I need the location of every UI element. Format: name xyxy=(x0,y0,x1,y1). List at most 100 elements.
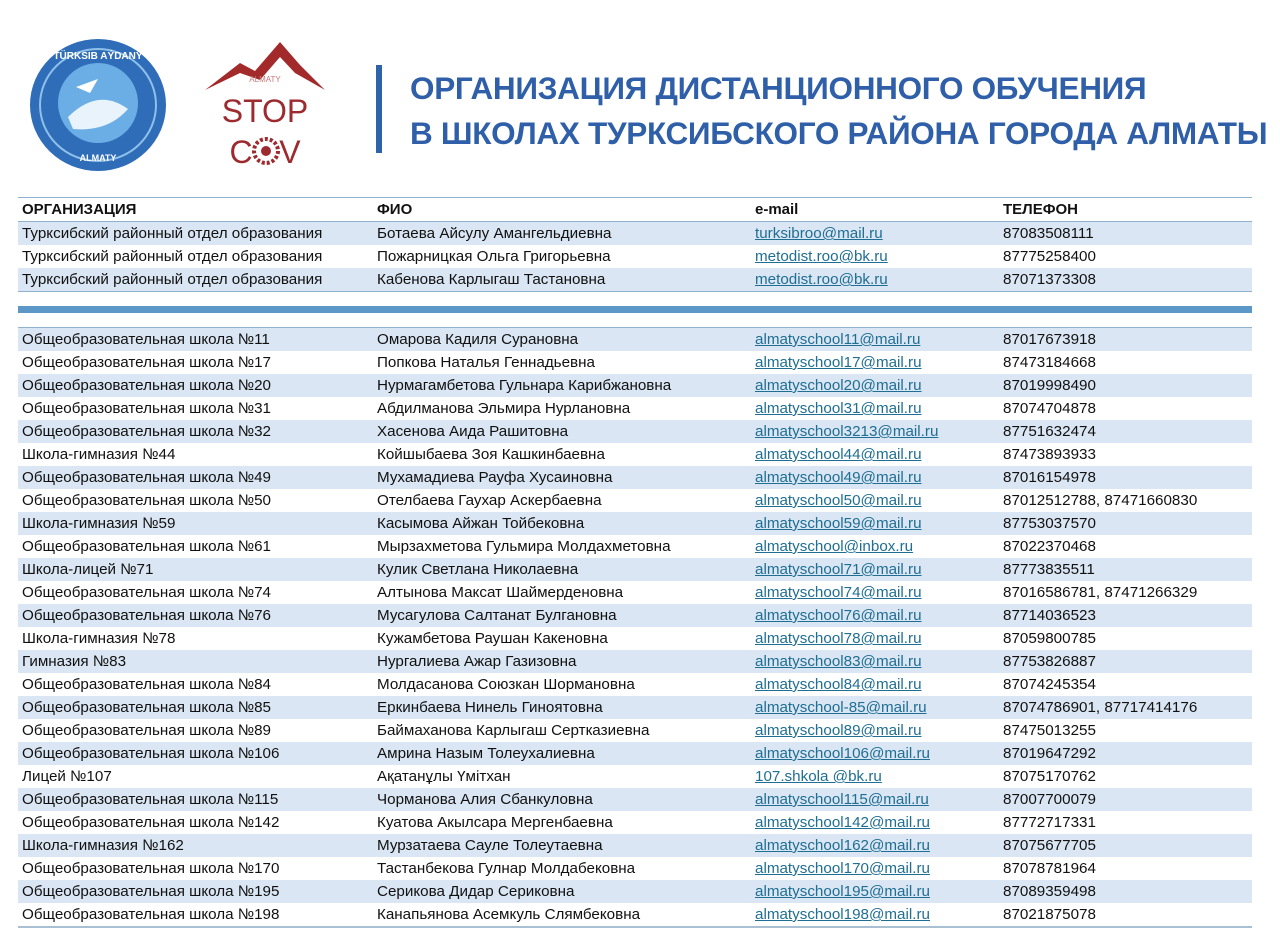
phone-cell: 87473184668 xyxy=(1003,354,1096,371)
phone-cell: 87475013255 xyxy=(1003,722,1096,739)
table-row: Общеобразовательная школа №50 Отелбаева Г… xyxy=(18,489,1252,512)
phone-cell: 87074786901, 87717414176 xyxy=(1003,699,1198,716)
phone-cell: 87012512788, 87471660830 xyxy=(1003,492,1198,509)
email-link[interactable]: almatyschool11@mail.ru xyxy=(755,331,921,348)
email-link[interactable]: almatyschool89@mail.ru xyxy=(755,722,922,739)
table-row: Общеобразовательная школа №17 Попкова Нат… xyxy=(18,351,1252,374)
table-row: Общеобразовательная школа №115 Чорманова … xyxy=(18,788,1252,811)
email-cell: almatyschool44@mail.ru xyxy=(751,443,999,466)
svg-text:ALMATY: ALMATY xyxy=(80,153,117,163)
table-row: Общеобразовательная школа №89 Баймаханова… xyxy=(18,719,1252,742)
email-cell: almatyschool106@mail.ru xyxy=(751,742,999,765)
table-row: Школа-гимназия №44 Койшыбаева Зоя Кашкинб… xyxy=(18,443,1252,466)
email-link[interactable]: almatyschool31@mail.ru xyxy=(755,400,922,417)
table-row: Общеобразовательная школа №11 Омарова Кад… xyxy=(18,327,1252,351)
name-cell: Ботаева Айсулу Амангельдиевна xyxy=(377,225,612,242)
email-link[interactable]: almatyschool20@mail.ru xyxy=(755,377,922,394)
email-link[interactable]: almatyschool84@mail.ru xyxy=(755,676,922,693)
table-row: Общеобразовательная школа №20 Нурмагамбет… xyxy=(18,374,1252,397)
organization-cell: Общеобразовательная школа №115 xyxy=(22,791,279,808)
email-link[interactable]: almatyschool17@mail.ru xyxy=(755,354,922,371)
phone-cell: 87083508111 xyxy=(1003,225,1094,242)
email-link[interactable]: almatyschool49@mail.ru xyxy=(755,469,922,486)
phone-cell: 87021875078 xyxy=(1003,906,1096,923)
email-link[interactable]: almatyschool170@mail.ru xyxy=(755,860,930,877)
organization-cell: Общеобразовательная школа №74 xyxy=(22,584,272,601)
table-row: Турксибский районный отдел образования Ка… xyxy=(18,268,1252,292)
email-link[interactable]: turksibroo@mail.ru xyxy=(755,225,883,242)
phone-cell: 87071373308 xyxy=(1003,271,1096,288)
name-cell: Чорманова Алия Сбанкуловна xyxy=(377,791,593,808)
name-cell: Куатова Акылсара Мергенбаевна xyxy=(377,814,613,831)
column-header-email: e-mail xyxy=(755,201,799,218)
table-row: Лицей №107 Ақатанұлы Үмітхан 107.shkola @… xyxy=(18,765,1252,788)
email-link[interactable]: almatyschool106@mail.ru xyxy=(755,745,930,762)
email-link[interactable]: almatyschool44@mail.ru xyxy=(755,446,922,463)
organization-cell: Общеобразовательная школа №20 xyxy=(22,377,272,394)
name-cell: Амрина Назым Толеухалиевна xyxy=(377,745,595,762)
organization-cell: Школа-лицей №71 xyxy=(22,561,154,578)
email-cell: metodist.roo@bk.ru xyxy=(751,268,999,292)
name-cell: Хасенова Аида Рашитовна xyxy=(377,423,569,440)
table-row: Турксибский районный отдел образования Бо… xyxy=(18,221,1252,246)
department-contacts-table: ОРГАНИЗАЦИЯ ФИО e-mail ТЕЛЕФОН Турксибск… xyxy=(18,197,1252,292)
name-cell: Нурмагамбетова Гульнара Карибжановна xyxy=(377,377,672,394)
email-link[interactable]: almatyschool78@mail.ru xyxy=(755,630,922,647)
phone-cell: 87751632474 xyxy=(1003,423,1096,440)
name-cell: Пожарницкая Ольга Григорьевна xyxy=(377,248,611,265)
email-link[interactable]: metodist.roo@bk.ru xyxy=(755,248,888,265)
email-cell: almatyschool74@mail.ru xyxy=(751,581,999,604)
email-cell: almatyschool115@mail.ru xyxy=(751,788,999,811)
svg-text:TÜRKSIB AÝDANY: TÜRKSIB AÝDANY xyxy=(53,49,142,62)
phone-cell: 87007700079 xyxy=(1003,791,1096,808)
svg-text:STOP: STOP xyxy=(222,93,309,129)
email-link[interactable]: almatyschool162@mail.ru xyxy=(755,837,930,854)
organization-cell: Общеобразовательная школа №31 xyxy=(22,400,272,417)
email-link[interactable]: almatyschool115@mail.ru xyxy=(755,791,929,808)
organization-cell: Общеобразовательная школа №49 xyxy=(22,469,272,486)
phone-cell: 87016154978 xyxy=(1003,469,1096,486)
name-cell: Серикова Дидар Сериковна xyxy=(377,883,575,900)
email-link[interactable]: almatyschool76@mail.ru xyxy=(755,607,922,624)
table-row: Турксибский районный отдел образования По… xyxy=(18,245,1252,268)
email-link[interactable]: metodist.roo@bk.ru xyxy=(755,271,888,288)
email-cell: almatyschool170@mail.ru xyxy=(751,857,999,880)
phone-cell: 87078781964 xyxy=(1003,860,1096,877)
phone-cell: 87775258400 xyxy=(1003,248,1096,265)
email-cell: 107.shkola @bk.ru xyxy=(751,765,999,788)
email-link[interactable]: almatyschool198@mail.ru xyxy=(755,906,930,923)
email-link[interactable]: almatyschool3213@mail.ru xyxy=(755,423,939,440)
email-cell: almatyschool3213@mail.ru xyxy=(751,420,999,443)
title-line-1: ОРГАНИЗАЦИЯ ДИСТАНЦИОННОГО ОБУЧЕНИЯ xyxy=(410,70,1147,106)
column-header-name: ФИО xyxy=(377,201,413,218)
email-cell: turksibroo@mail.ru xyxy=(751,222,999,246)
table-row: Общеобразовательная школа №49 Мухамадиева… xyxy=(18,466,1252,489)
name-cell: Отелбаева Гаухар Аскербаевна xyxy=(377,492,602,509)
table-header-row: ОРГАНИЗАЦИЯ ФИО e-mail ТЕЛЕФОН xyxy=(18,198,1252,222)
email-link[interactable]: almatyschool-85@mail.ru xyxy=(755,699,927,716)
name-cell: Еркинбаева Нинель Гиноятовна xyxy=(377,699,603,716)
phone-cell: 87773835511 xyxy=(1003,561,1095,578)
email-cell: almatyschool20@mail.ru xyxy=(751,374,999,397)
email-link[interactable]: almatyschool195@mail.ru xyxy=(755,883,930,900)
svg-text:ALMATY: ALMATY xyxy=(249,75,281,84)
email-link[interactable]: almatyschool59@mail.ru xyxy=(755,515,922,532)
email-link[interactable]: 107.shkola @bk.ru xyxy=(755,768,882,785)
name-cell: Касымова Айжан Тойбековна xyxy=(377,515,585,532)
name-cell: Мурзатаева Сауле Толеутаевна xyxy=(377,837,603,854)
email-link[interactable]: almatyschool142@mail.ru xyxy=(755,814,930,831)
name-cell: Кужамбетова Раушан Какеновна xyxy=(377,630,608,647)
phone-cell: 87714036523 xyxy=(1003,607,1096,624)
phone-cell: 87074245354 xyxy=(1003,676,1096,693)
table-row: Общеобразовательная школа №74 Алтынова Ма… xyxy=(18,581,1252,604)
organization-cell: Турксибский районный отдел образования xyxy=(22,248,323,265)
title-accent-bar xyxy=(376,65,382,153)
email-link[interactable]: almatyschool71@mail.ru xyxy=(755,561,922,578)
name-cell: Тастанбекова Гулнар Молдабековна xyxy=(377,860,636,877)
organization-cell: Общеобразовательная школа №17 xyxy=(22,354,272,371)
email-link[interactable]: almatyschool83@mail.ru xyxy=(755,653,922,670)
email-link[interactable]: almatyschool50@mail.ru xyxy=(755,492,922,509)
email-link[interactable]: almatyschool74@mail.ru xyxy=(755,584,922,601)
email-cell: almatyschool195@mail.ru xyxy=(751,880,999,903)
email-link[interactable]: almatyschool@inbox.ru xyxy=(755,538,914,555)
